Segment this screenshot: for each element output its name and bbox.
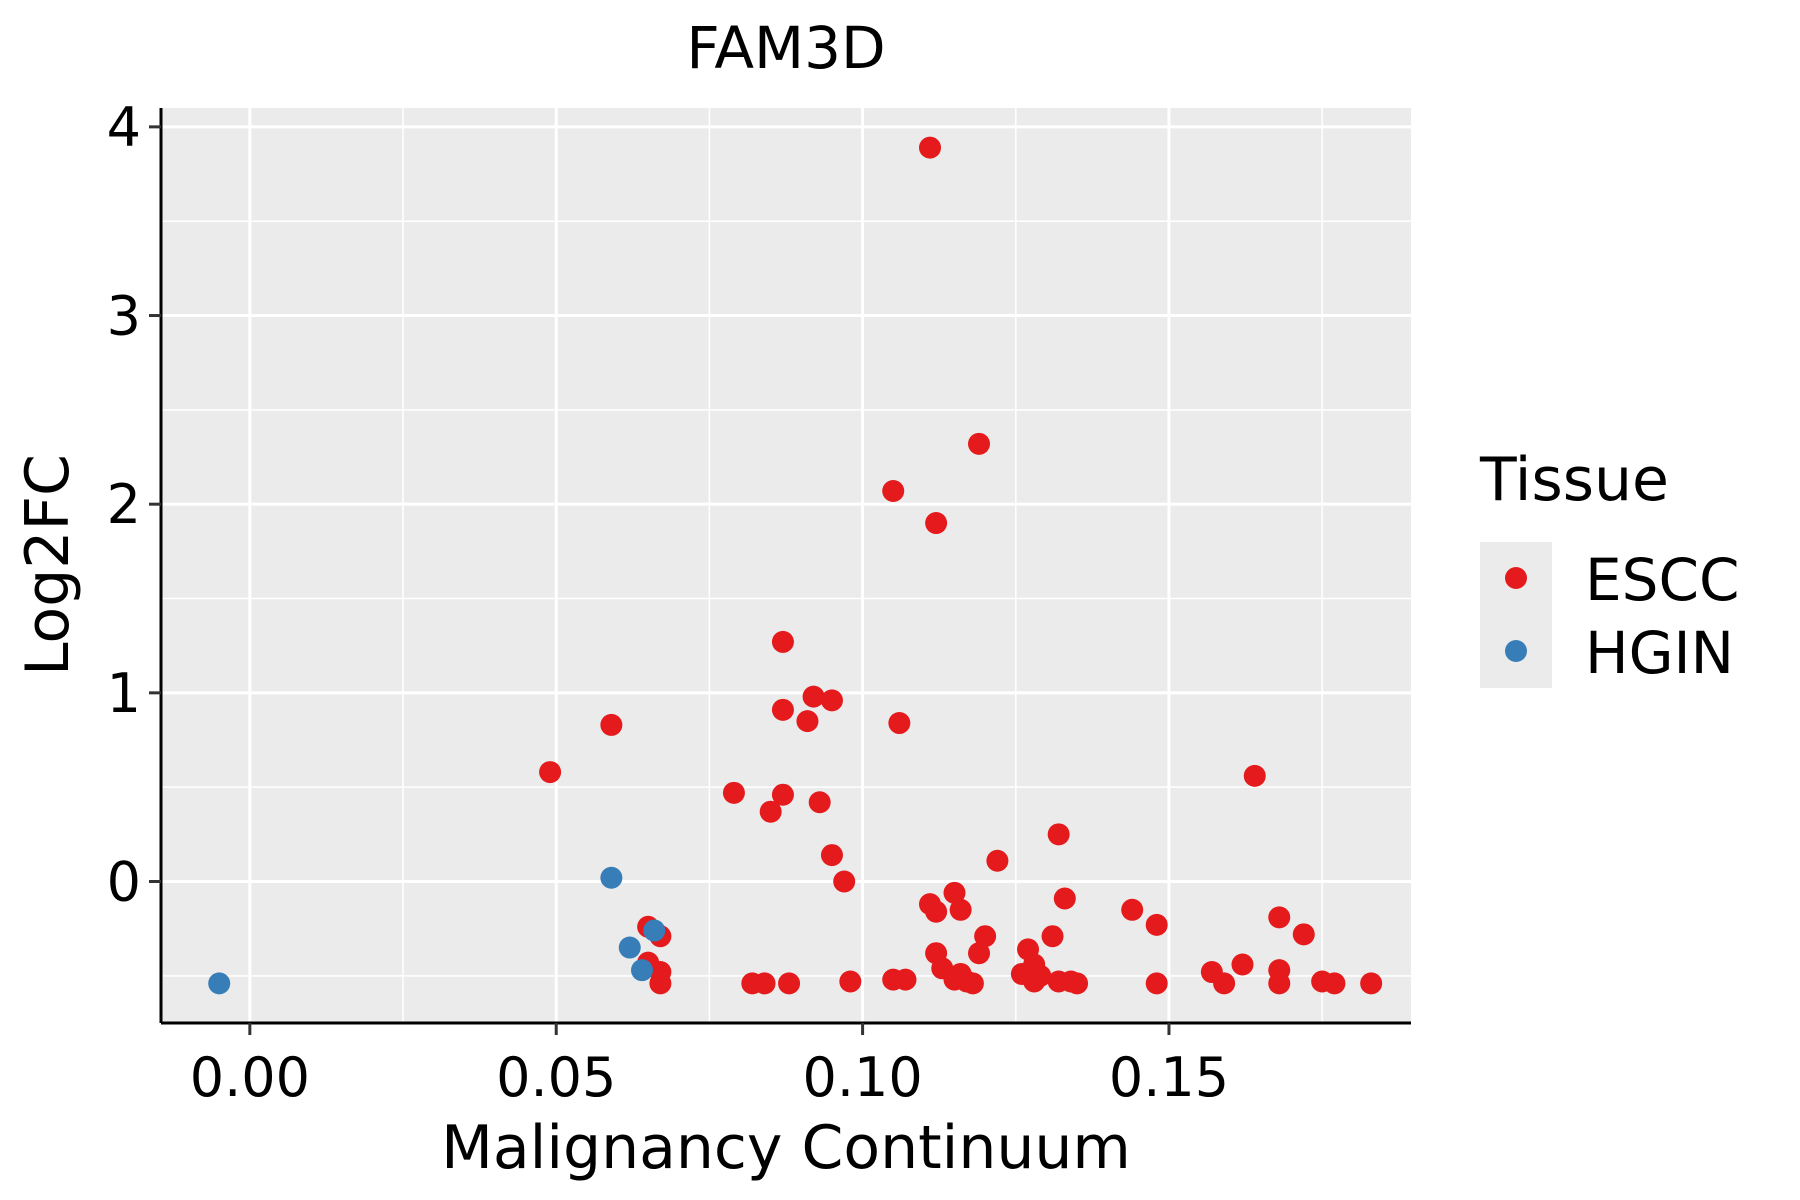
data-point-escc <box>820 689 843 712</box>
data-point-escc <box>925 900 948 923</box>
data-point-escc <box>722 781 745 804</box>
data-point-escc <box>1145 972 1168 995</box>
data-point-escc <box>1231 953 1254 976</box>
data-point-escc <box>925 512 948 535</box>
data-point-escc <box>986 849 1009 872</box>
x-tick-label: 0.05 <box>496 1046 616 1109</box>
data-point-hgin <box>631 959 654 982</box>
y-tick-label: 4 <box>107 96 141 159</box>
data-point-escc <box>649 972 672 995</box>
data-point-escc <box>1323 972 1346 995</box>
data-points <box>208 136 1383 995</box>
data-point-escc <box>1213 972 1236 995</box>
data-point-escc <box>1243 764 1266 787</box>
x-axis-title: Malignancy Continuum <box>441 1113 1131 1183</box>
plot-panel <box>161 108 1411 1023</box>
y-axis: 0 1 2 3 4 <box>107 96 161 914</box>
y-tick-label: 1 <box>107 662 141 725</box>
data-point-escc <box>753 972 776 995</box>
x-axis: 0.00 0.05 0.10 0.15 <box>190 1023 1229 1109</box>
data-point-escc <box>600 713 623 736</box>
data-point-escc <box>1121 898 1144 921</box>
data-point-escc <box>961 972 984 995</box>
data-point-escc <box>839 970 862 993</box>
legend: Tissue ESCC HGIN <box>1479 445 1739 688</box>
data-point-escc <box>1268 906 1291 929</box>
data-point-escc <box>833 870 856 893</box>
data-point-escc <box>802 685 825 708</box>
data-point-escc <box>888 712 911 735</box>
data-point-escc <box>808 791 831 814</box>
y-tick-label: 3 <box>107 285 141 348</box>
data-point-escc <box>1029 964 1052 987</box>
data-point-escc <box>771 783 794 806</box>
data-point-escc <box>778 972 801 995</box>
data-point-escc <box>1360 972 1383 995</box>
data-point-hgin <box>643 919 666 942</box>
legend-key-escc <box>1505 567 1527 589</box>
data-point-hgin <box>600 866 623 889</box>
data-point-escc <box>1047 823 1070 846</box>
data-point-escc <box>1066 972 1089 995</box>
data-point-hgin <box>618 936 641 959</box>
data-point-escc <box>1053 887 1076 910</box>
data-point-escc <box>949 898 972 921</box>
y-tick-label: 2 <box>107 473 141 536</box>
data-point-escc <box>1041 925 1064 948</box>
data-point-escc <box>882 479 905 502</box>
legend-label-escc: ESCC <box>1585 546 1739 614</box>
chart-title: FAM3D <box>686 14 885 82</box>
data-point-escc <box>820 844 843 867</box>
legend-label-hgin: HGIN <box>1585 619 1734 687</box>
data-point-escc <box>796 710 819 733</box>
x-tick-label: 0.10 <box>802 1046 922 1109</box>
legend-key-hgin <box>1505 640 1527 662</box>
data-point-escc <box>1145 913 1168 936</box>
x-tick-label: 0.00 <box>190 1046 310 1109</box>
legend-key-background <box>1480 542 1552 688</box>
data-point-escc <box>943 881 966 904</box>
data-point-escc <box>771 698 794 721</box>
data-point-hgin <box>208 972 231 995</box>
x-tick-label: 0.15 <box>1109 1046 1229 1109</box>
data-point-escc <box>1268 972 1291 995</box>
y-tick-label: 0 <box>107 851 141 914</box>
grid-major <box>161 108 1411 1023</box>
legend-title: Tissue <box>1479 445 1669 515</box>
data-point-escc <box>974 925 997 948</box>
data-point-escc <box>968 432 991 455</box>
data-point-escc <box>894 968 917 991</box>
data-point-escc <box>759 800 782 823</box>
data-point-escc <box>771 630 794 653</box>
y-axis-title: Log2FC <box>13 454 83 676</box>
data-point-escc <box>1292 923 1315 946</box>
data-point-escc <box>968 942 991 965</box>
data-point-escc <box>539 761 562 784</box>
data-point-escc <box>918 136 941 159</box>
